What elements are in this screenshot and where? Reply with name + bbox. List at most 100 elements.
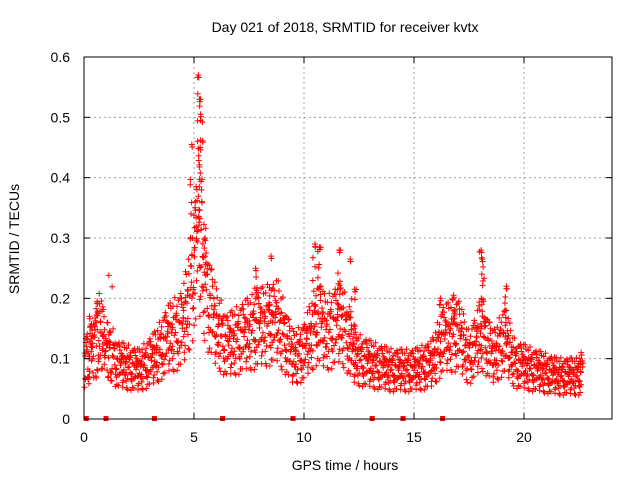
- data-point: [502, 294, 509, 300]
- data-point: [255, 300, 262, 307]
- data-point: [262, 334, 269, 341]
- data-point: [186, 321, 193, 327]
- data-point: [87, 324, 94, 331]
- data-point: [196, 161, 203, 168]
- data-point: [320, 309, 327, 316]
- data-point: [196, 296, 203, 303]
- data-point: [93, 305, 100, 312]
- data-point: [304, 364, 311, 371]
- data-point: [209, 329, 215, 336]
- data-point: [510, 370, 517, 377]
- data-point: [571, 390, 578, 397]
- data-point: [289, 373, 296, 379]
- data-point: [386, 349, 393, 356]
- data-point: [199, 119, 206, 125]
- data-point: [249, 327, 256, 334]
- data-point: [332, 339, 339, 346]
- data-point: [139, 346, 146, 353]
- data-point: [231, 360, 238, 366]
- data-point: [578, 352, 585, 358]
- data-point: [160, 317, 167, 324]
- data-point: [88, 335, 95, 342]
- data-point: [252, 337, 259, 343]
- data-point: [185, 345, 192, 352]
- data-point: [193, 223, 200, 230]
- data-point: [521, 384, 528, 391]
- data-point: [416, 371, 423, 378]
- data-point: [328, 308, 334, 315]
- data-point: [201, 236, 208, 243]
- data-point: [215, 339, 222, 346]
- data-point: [512, 360, 519, 367]
- data-point: [213, 331, 220, 338]
- data-point: [271, 287, 278, 294]
- data-point: [318, 305, 325, 312]
- data-point: [391, 372, 398, 379]
- data-point: [96, 355, 102, 362]
- data-point: [467, 380, 474, 387]
- data-point: [240, 306, 247, 313]
- data-point: [337, 285, 344, 292]
- data-point: [521, 378, 528, 385]
- data-point: [499, 358, 506, 365]
- data-point: [317, 283, 324, 290]
- data-point: [243, 358, 250, 365]
- data-point: [245, 326, 252, 333]
- data-point: [187, 234, 194, 241]
- data-point: [494, 324, 501, 331]
- data-point: [251, 301, 258, 308]
- data-point: [428, 383, 435, 390]
- data-point: [206, 262, 213, 269]
- data-point: [169, 321, 175, 327]
- data-point: [360, 365, 367, 371]
- data-point: [246, 353, 253, 360]
- data-point: [579, 358, 586, 364]
- data-point: [447, 343, 454, 350]
- data-point: [188, 263, 195, 270]
- data-point: [393, 386, 400, 392]
- data-point: [89, 356, 96, 362]
- data-point: [206, 313, 213, 320]
- data-point: [246, 321, 253, 328]
- data-point: [259, 329, 266, 336]
- data-point: [181, 356, 188, 363]
- data-point: [146, 335, 153, 342]
- data-point: [413, 386, 420, 393]
- data-point: [165, 361, 172, 367]
- data-point: [255, 341, 262, 348]
- data-point: [505, 332, 512, 339]
- data-point: [403, 346, 410, 353]
- data-point: [363, 336, 370, 343]
- data-point: [352, 359, 359, 366]
- data-point: [309, 366, 316, 373]
- data-point: [298, 366, 305, 373]
- data-point: [309, 365, 315, 372]
- data-point: [427, 368, 434, 375]
- data-point: [231, 331, 238, 337]
- data-point: [308, 342, 315, 349]
- data-point: [320, 354, 327, 361]
- data-point: [317, 297, 324, 304]
- data-point: [181, 328, 188, 335]
- data-point: [200, 221, 207, 228]
- data-point: [191, 244, 198, 251]
- data-point: [158, 376, 165, 383]
- data-point: [297, 338, 304, 345]
- data-point: [202, 237, 209, 244]
- data-point: [445, 299, 452, 306]
- data-point: [437, 359, 443, 365]
- data-point: [275, 278, 282, 284]
- data-point: [401, 387, 408, 393]
- data-points: [81, 72, 586, 399]
- data-point: [270, 281, 277, 288]
- data-point: [126, 363, 133, 370]
- data-point: [312, 303, 319, 310]
- data-point: [277, 336, 284, 343]
- data-point: [155, 378, 162, 385]
- data-point: [403, 367, 409, 374]
- data-point: [157, 335, 164, 342]
- data-point: [537, 381, 544, 388]
- data-point: [181, 349, 188, 356]
- data-point: [543, 369, 550, 376]
- data-point: [275, 327, 282, 333]
